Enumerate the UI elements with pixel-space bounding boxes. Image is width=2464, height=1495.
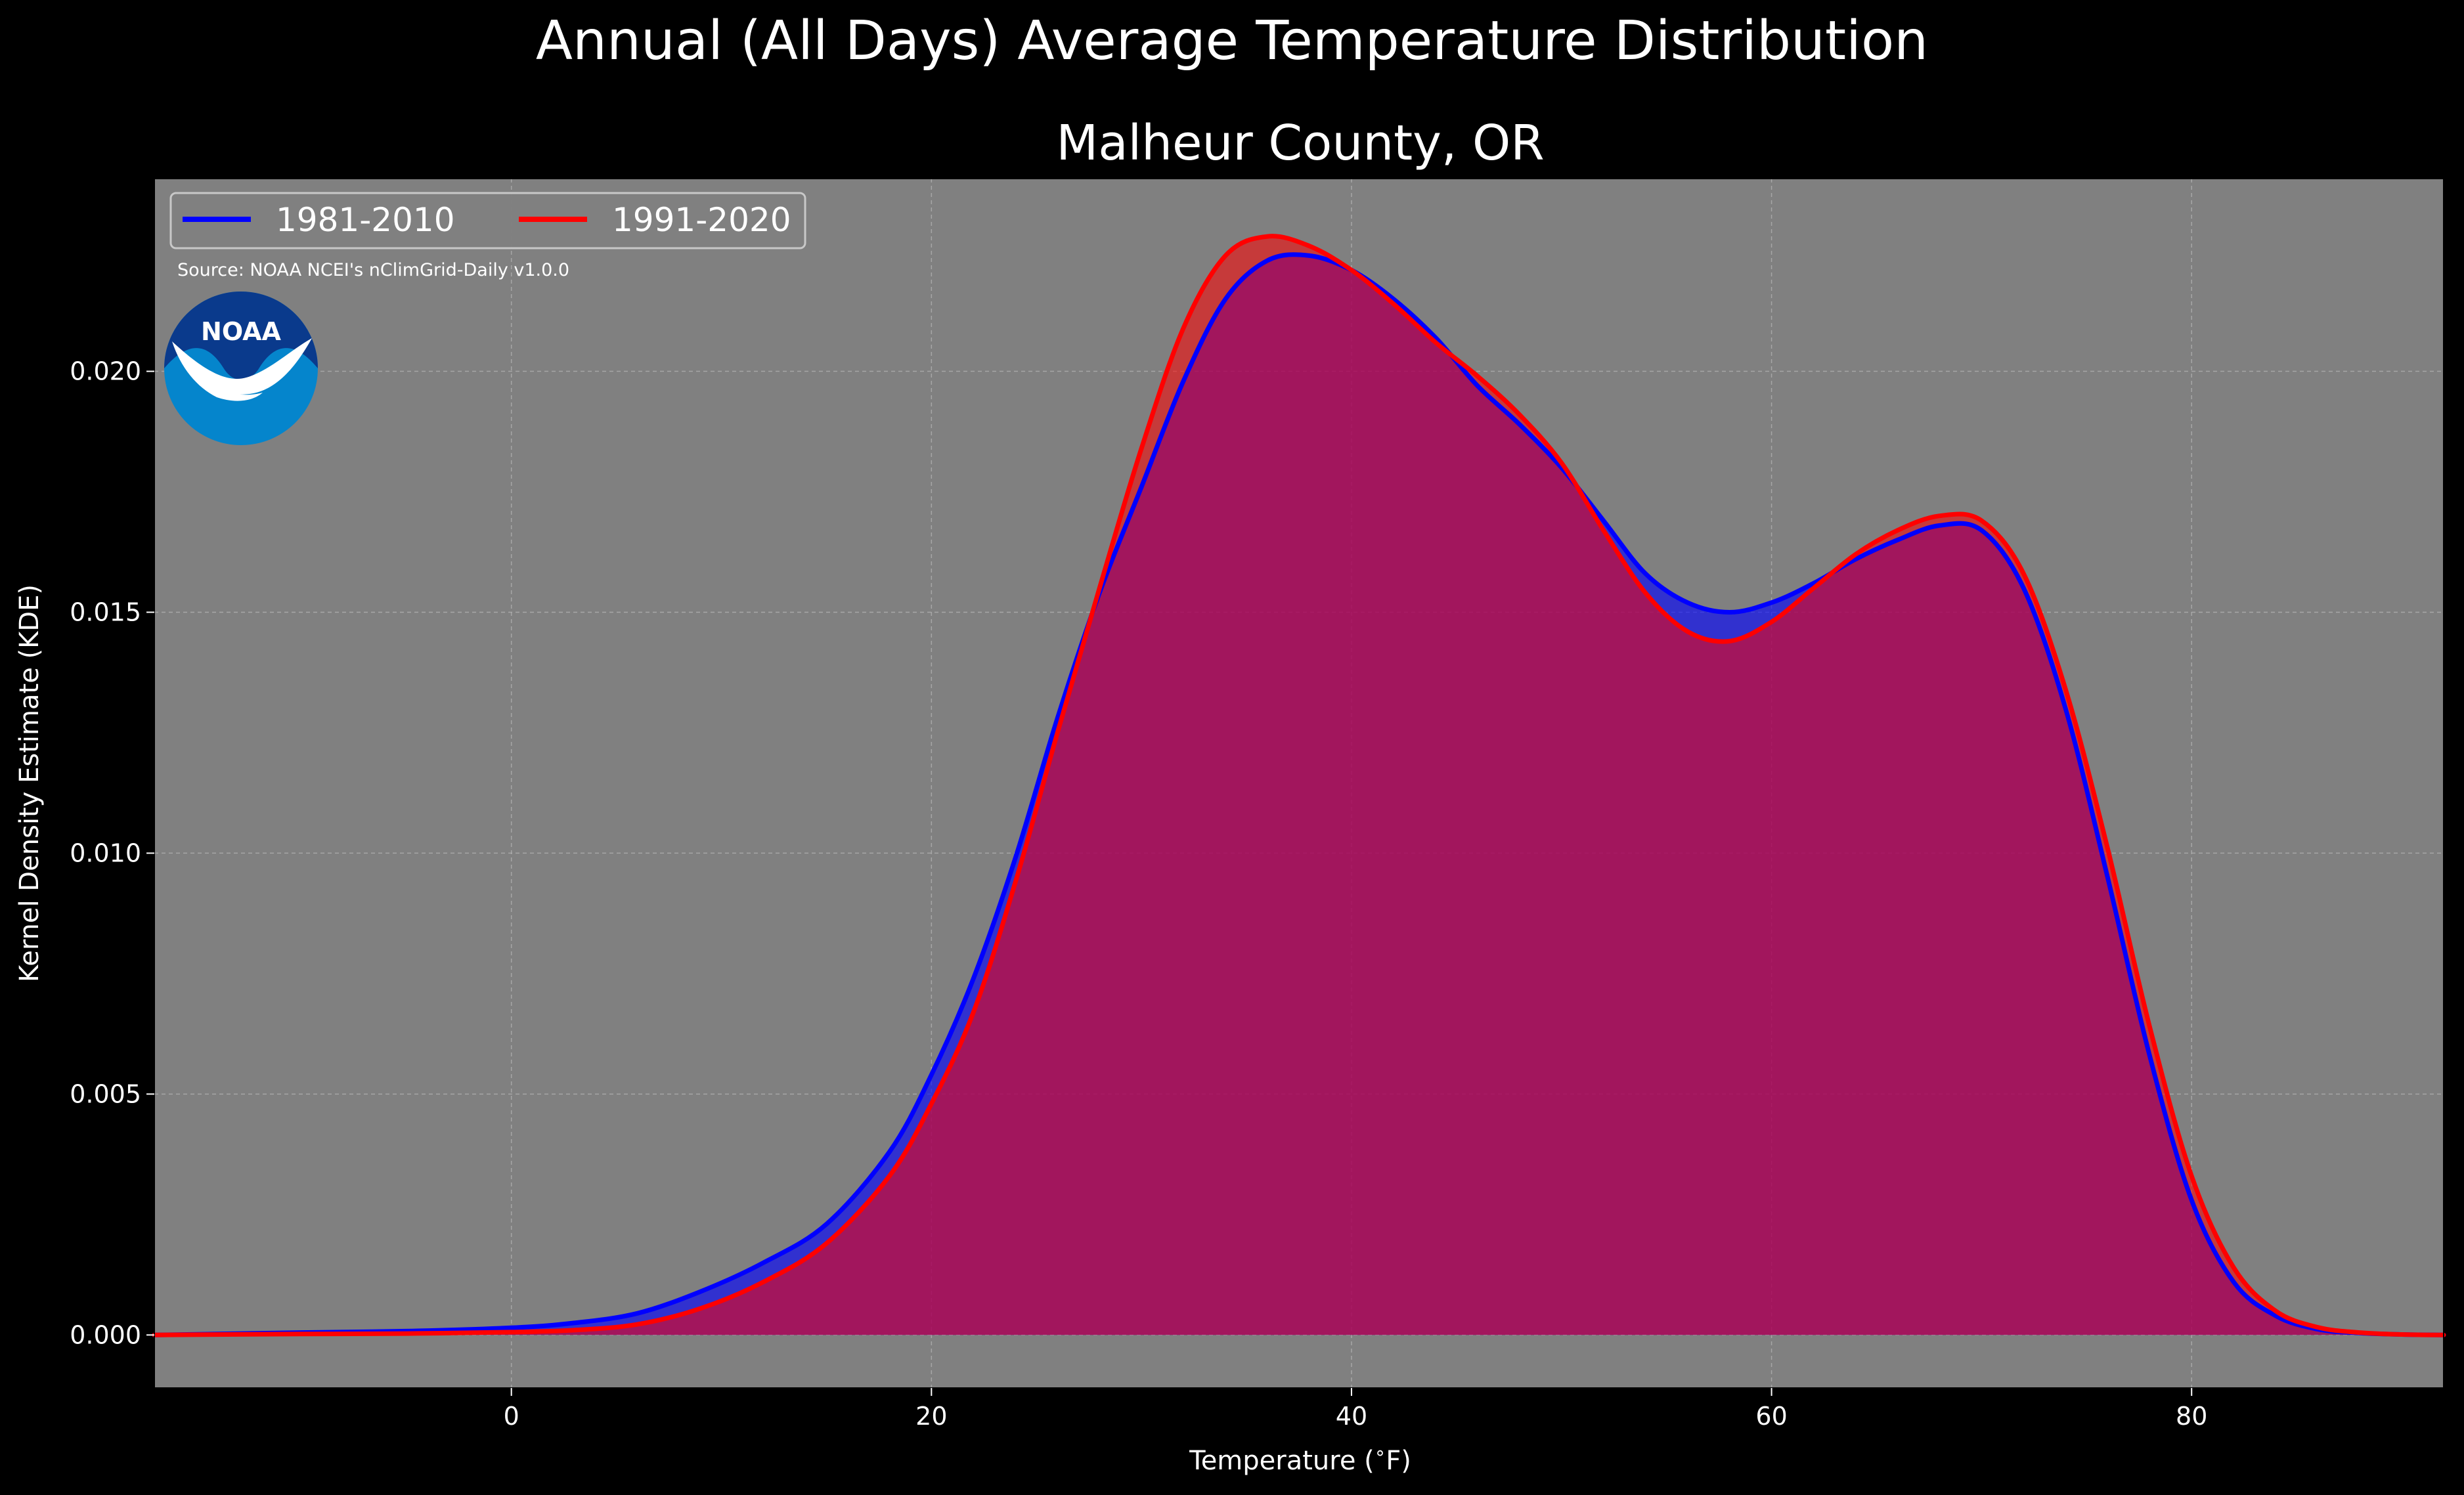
y-tick-label-3: 0.015 [70,597,141,626]
x-axis-ticks: 0 20 40 60 80 [504,1388,2207,1431]
x-tick-label-0: 0 [504,1402,519,1431]
logo-upper-dome [164,292,318,380]
series-fill-1991-2020 [154,236,2444,1335]
y-tick-label-0: 0.000 [70,1320,141,1349]
legend-label-1981-2010: 1981-2010 [276,201,455,239]
legend: 1981-2010 1991-2020 [169,192,806,249]
y-tick-label-4: 0.020 [70,357,141,386]
source-note: Source: NOAA NCEI's nClimGrid-Daily v1.0… [177,260,569,280]
y-tick-label-1: 0.005 [70,1079,141,1108]
y-axis-ticks: 0.000 0.005 0.010 0.015 0.020 [70,357,154,1349]
y-axis-label: Kernel Density Estimate (KDE) [14,584,45,982]
series-line-1991-2020 [152,234,2446,1337]
x-axis-label: Temperature (∘F) [1189,1442,1411,1477]
x-tick-label-1: 20 [915,1402,947,1431]
y-tick-label-2: 0.010 [70,838,141,867]
legend-box [169,192,806,249]
noaa-logo-icon: NOAA [164,292,318,445]
series-line-1981-2010 [152,252,2446,1337]
legend-label-1991-2020: 1991-2020 [612,201,791,239]
series-fills [154,236,2444,1335]
logo-text: NOAA [201,317,281,346]
plot-frame [154,178,2444,1389]
series-lines [152,234,2446,1337]
chart-suptitle: Annual (All Days) Average Temperature Di… [536,10,1928,72]
logo-bird [172,338,312,401]
degree-symbol: ∘ [1375,1442,1386,1463]
chart-title: Malheur County, OR [1056,115,1544,171]
x-tick-label-3: 60 [1755,1402,1787,1431]
x-tick-label-2: 40 [1336,1402,1367,1431]
x-tick-label-4: 80 [2176,1402,2207,1431]
